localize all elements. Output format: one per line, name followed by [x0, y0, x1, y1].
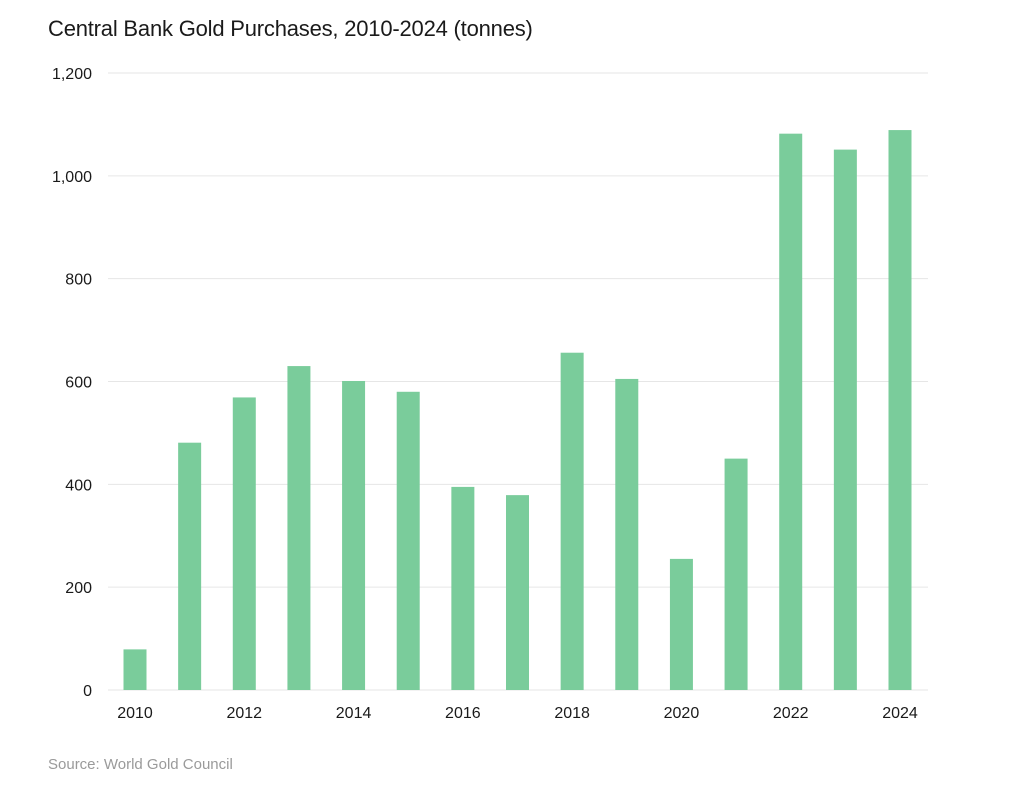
y-tick-label: 1,200 — [52, 66, 92, 83]
y-tick-label: 0 — [83, 683, 92, 700]
bar-2012 — [232, 397, 256, 690]
x-tick-label: 2024 — [882, 705, 918, 722]
y-tick-label: 600 — [65, 375, 92, 392]
bar-2011 — [178, 442, 202, 690]
y-axis-ticks: 0 200 400 600 800 1,000 1,200 — [52, 66, 92, 700]
x-tick-label: 2020 — [664, 705, 700, 722]
bar-2019 — [615, 378, 639, 690]
bar-2016 — [451, 486, 475, 690]
x-tick-label: 2014 — [336, 705, 372, 722]
chart-title: Central Bank Gold Purchases, 2010-2024 (… — [48, 16, 533, 41]
bar-2020 — [669, 558, 693, 690]
bar-2015 — [396, 391, 420, 690]
bar-2021 — [724, 458, 748, 690]
x-tick-label: 2012 — [226, 705, 262, 722]
bar-2017 — [506, 495, 529, 690]
y-tick-label: 1,000 — [52, 169, 92, 186]
bar-2024 — [888, 130, 912, 690]
x-tick-label: 2018 — [554, 705, 590, 722]
bar-2022 — [779, 133, 803, 691]
y-tick-label: 400 — [65, 477, 92, 494]
bar-2010 — [123, 649, 147, 690]
source-note: Source: World Gold Council — [48, 756, 233, 773]
bar-2018 — [560, 352, 584, 690]
bar-2014 — [342, 380, 366, 690]
bar-2013 — [287, 366, 311, 690]
x-tick-label: 2022 — [773, 705, 809, 722]
y-tick-label: 800 — [65, 272, 92, 289]
x-axis-ticks: 2010 2012 2014 2016 2018 2020 2022 2024 — [117, 705, 918, 722]
x-tick-label: 2016 — [445, 705, 481, 722]
bars — [123, 130, 912, 691]
x-tick-label: 2010 — [117, 705, 153, 722]
bar-2023 — [833, 149, 857, 690]
y-tick-label: 200 — [65, 580, 92, 597]
